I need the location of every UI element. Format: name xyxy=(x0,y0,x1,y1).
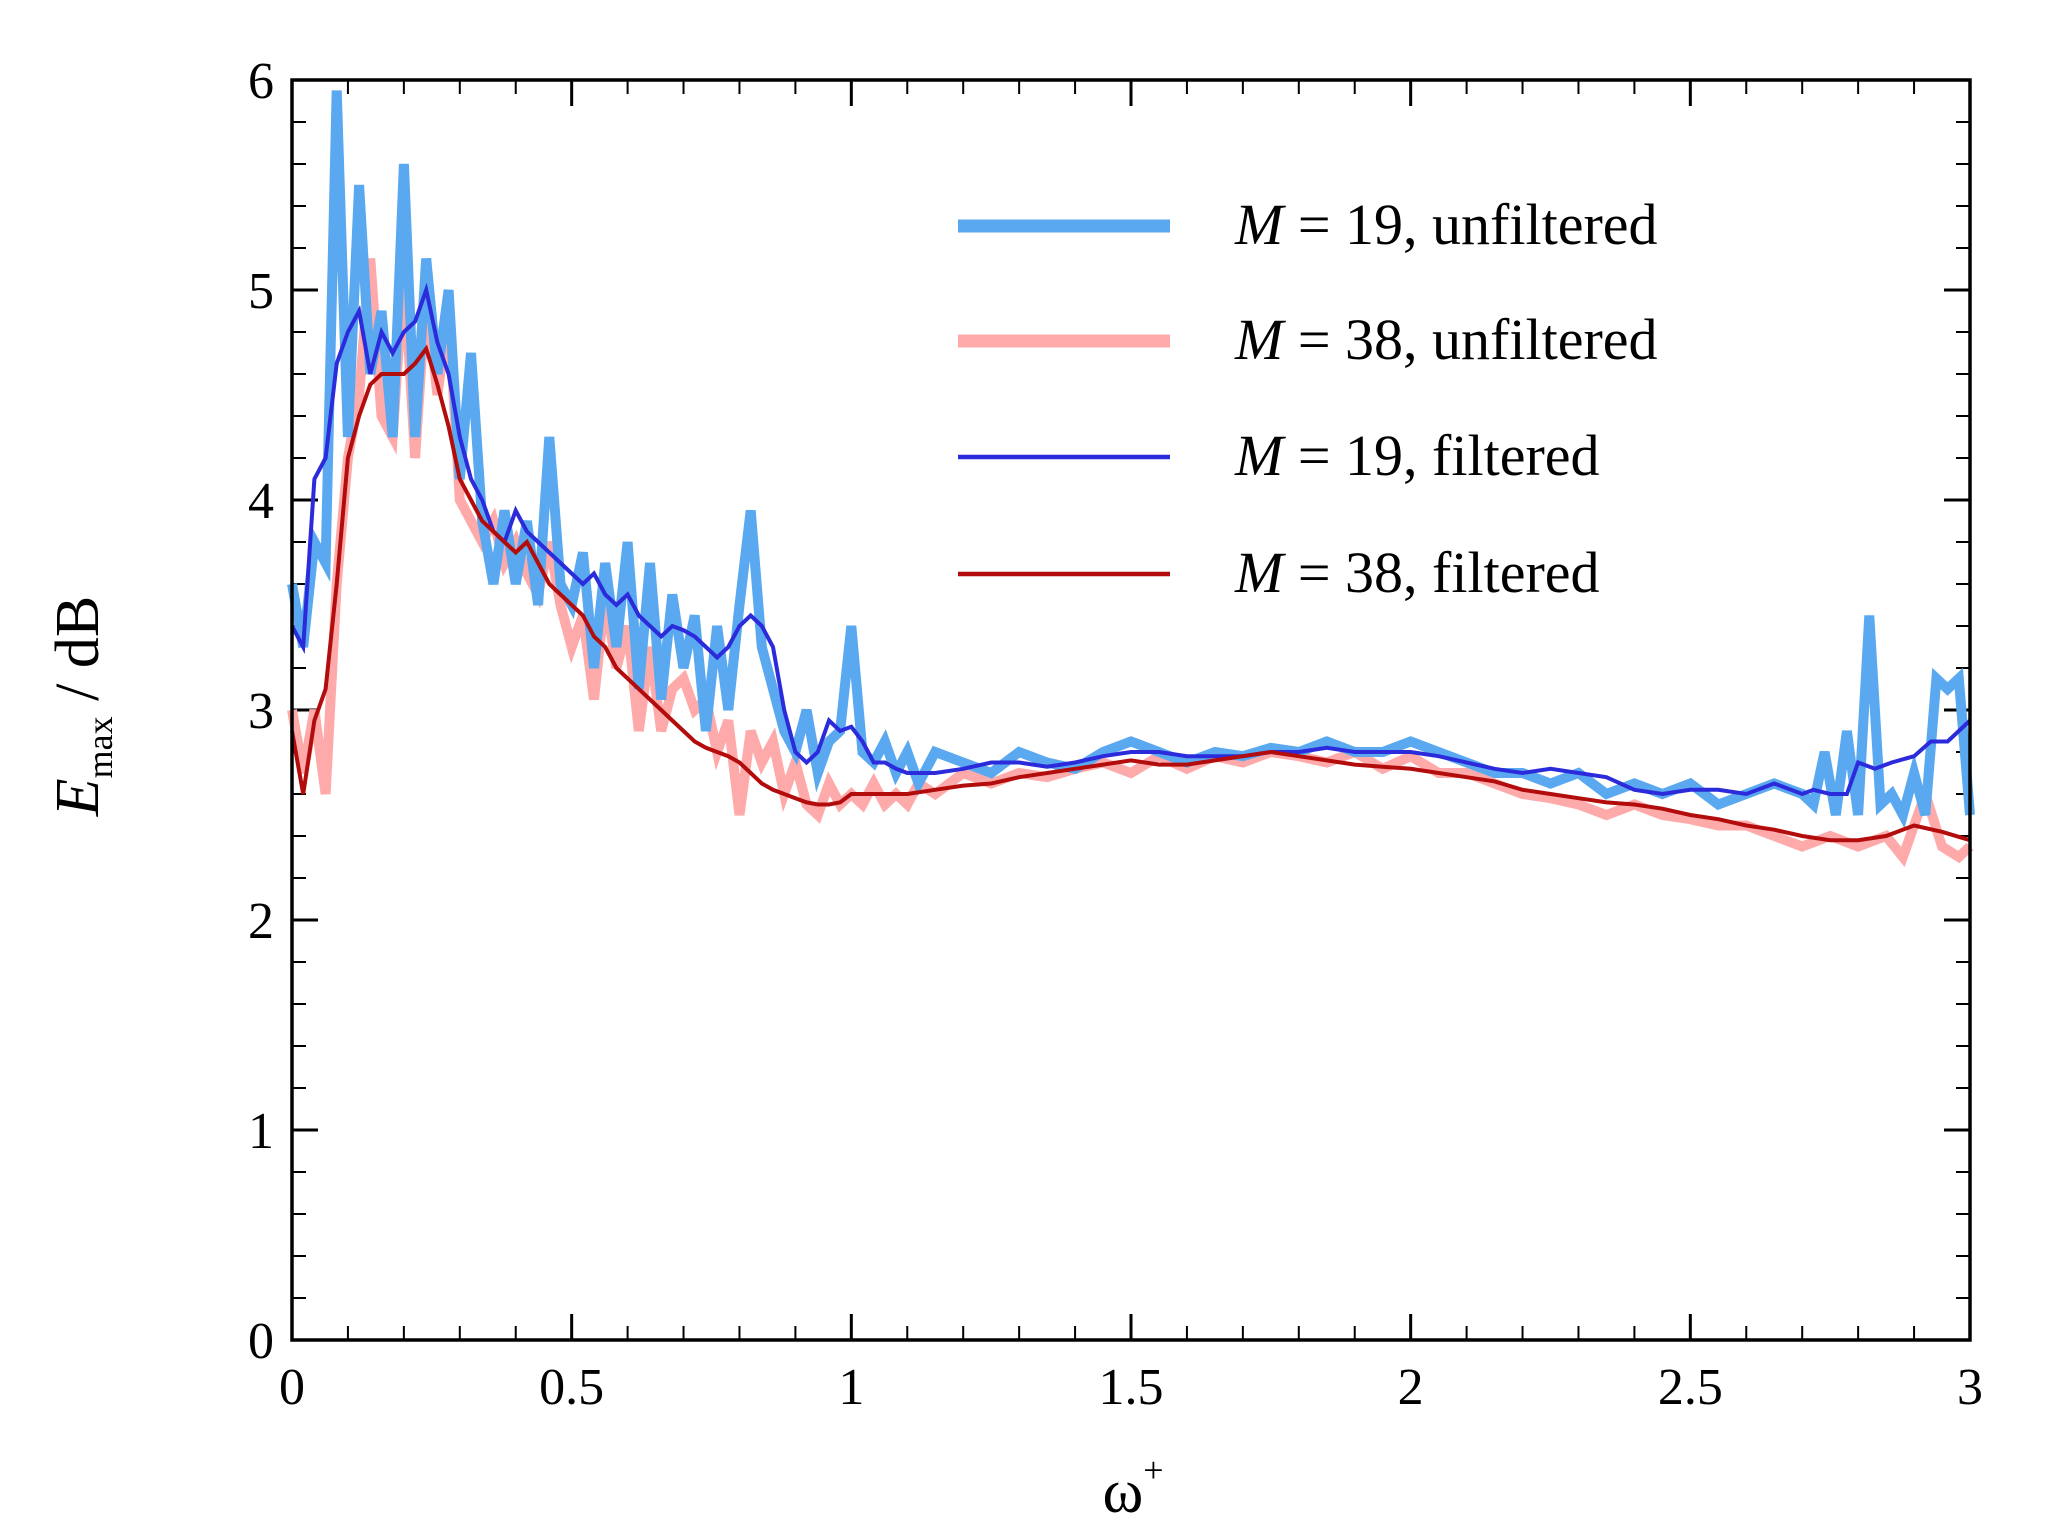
x-axis-title-main: ω xyxy=(1102,1458,1143,1526)
y-tick-label: 6 xyxy=(248,53,274,110)
legend-rest-m38-unfiltered: = 38, unfiltered xyxy=(1283,307,1657,372)
tick-labels: 0 0.5 1 1.5 2 2.5 3 0 1 2 3 4 5 6 xyxy=(248,53,1983,1416)
y-tick-label: 1 xyxy=(248,1103,274,1160)
y-axis-title-unit: / dB xyxy=(44,596,112,717)
series-line-m19-unfiltered xyxy=(287,90,1975,829)
x-tick-label: 3 xyxy=(1957,1359,1983,1416)
legend-rest-m19-filtered: = 19, filtered xyxy=(1283,423,1599,488)
x-tick-label: 1 xyxy=(838,1359,864,1416)
x-axis-title-sup: + xyxy=(1143,1450,1163,1490)
y-tick-label: 3 xyxy=(248,683,274,740)
y-tick-label: 5 xyxy=(248,263,274,320)
legend-var-m19-unfiltered: M xyxy=(1234,192,1286,257)
legend-rest-m38-filtered: = 38, filtered xyxy=(1283,540,1599,605)
series-layer xyxy=(287,90,1975,868)
x-tick-label: 2 xyxy=(1398,1359,1424,1416)
x-axis-title: ω+ xyxy=(1102,1450,1163,1526)
legend-label-m38-filtered: M = 38, filtered xyxy=(1234,540,1600,605)
x-tick-label: 1.5 xyxy=(1099,1359,1164,1416)
series-line-m38-filtered xyxy=(290,344,1971,843)
y-axis-title-sub: max xyxy=(80,716,120,778)
y-axis-title: Emax / dB xyxy=(44,596,120,817)
legend-var-m38-unfiltered: M xyxy=(1234,307,1286,372)
legend-rest-m19-unfiltered: = 19, unfiltered xyxy=(1283,192,1657,257)
series-line-m38-unfiltered xyxy=(287,258,1974,868)
legend-var-m38-filtered: M xyxy=(1234,540,1286,605)
x-tick-label: 2.5 xyxy=(1658,1359,1723,1416)
legend-label-m19-unfiltered: M = 19, unfiltered xyxy=(1234,192,1658,257)
y-tick-label: 4 xyxy=(248,473,274,530)
series-line-m19-filtered xyxy=(290,282,1972,797)
y-axis-title-main: E xyxy=(44,778,112,817)
legend: M = 19, unfiltered M = 38, unfiltered M … xyxy=(958,192,1658,605)
legend-label-m19-filtered: M = 19, filtered xyxy=(1234,423,1600,488)
y-tick-label: 0 xyxy=(248,1313,274,1370)
plot-frame xyxy=(290,78,1972,1342)
legend-var-m19-filtered: M xyxy=(1234,423,1286,488)
x-tick-label: 0 xyxy=(279,1359,305,1416)
x-tick-label: 0.5 xyxy=(539,1359,604,1416)
y-tick-label: 2 xyxy=(248,893,274,950)
legend-label-m38-unfiltered: M = 38, unfiltered xyxy=(1234,307,1658,372)
